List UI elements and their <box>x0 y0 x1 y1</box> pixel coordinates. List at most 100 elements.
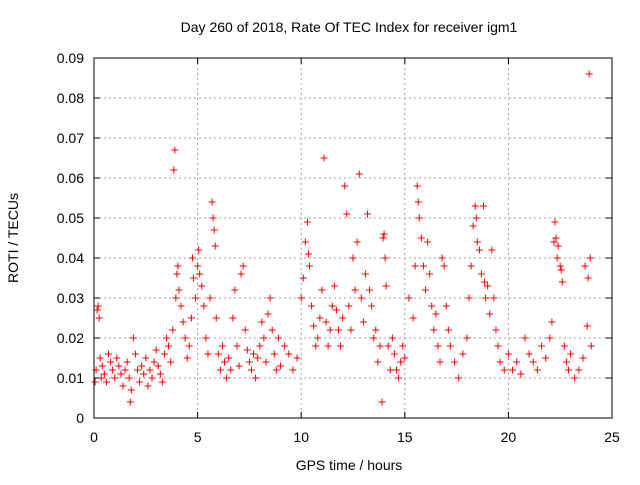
data-point <box>324 342 332 350</box>
data-point <box>185 342 193 350</box>
data-point <box>438 254 446 262</box>
data-point <box>293 354 301 362</box>
data-point <box>446 342 454 350</box>
data-point <box>405 294 413 302</box>
data-point <box>113 354 121 362</box>
data-point <box>442 302 450 310</box>
data-point <box>586 254 594 262</box>
data-point <box>138 362 146 370</box>
data-point <box>175 286 183 294</box>
data-point <box>174 262 182 270</box>
data-point <box>393 366 401 374</box>
data-point <box>529 358 537 366</box>
data-point <box>560 342 568 350</box>
data-point <box>556 262 564 270</box>
data-point <box>558 278 566 286</box>
data-point <box>490 294 498 302</box>
data-point <box>235 362 243 370</box>
data-point <box>587 342 595 350</box>
data-point <box>304 250 312 258</box>
data-point <box>374 358 382 366</box>
data-point <box>179 318 187 326</box>
data-point <box>297 294 305 302</box>
data-point <box>361 270 369 278</box>
data-point <box>422 286 430 294</box>
data-point <box>581 262 589 270</box>
data-point <box>301 238 309 246</box>
data-point <box>494 342 502 350</box>
data-point <box>252 374 260 382</box>
data-point <box>102 378 110 386</box>
data-point <box>349 254 357 262</box>
data-point <box>167 358 175 366</box>
data-point <box>314 334 322 342</box>
data-point <box>368 302 376 310</box>
data-point <box>557 266 565 274</box>
data-point <box>216 366 224 374</box>
axes: 0 5 10 15 20 25 0 0.01 0.02 0.03 0.04 0.05 0.06 0.07 0… <box>57 50 620 445</box>
data-point <box>463 334 471 342</box>
data-point <box>440 262 448 270</box>
data-point <box>237 270 245 278</box>
data-point <box>564 366 572 374</box>
data-point <box>428 302 436 310</box>
data-point <box>160 350 168 358</box>
data-point <box>154 362 162 370</box>
data-point <box>196 270 204 278</box>
data-point <box>266 294 274 302</box>
data-point <box>378 398 386 406</box>
data-point <box>285 350 293 358</box>
data-point <box>571 374 579 382</box>
plot-frame <box>93 57 613 419</box>
data-point <box>173 270 181 278</box>
data-point <box>337 342 345 350</box>
data-point <box>575 366 583 374</box>
data-point <box>305 262 313 270</box>
data-point <box>411 262 419 270</box>
y-tick-label: 0.02 <box>57 330 84 346</box>
data-point <box>364 210 372 218</box>
data-point <box>386 366 394 374</box>
data-point <box>150 358 158 366</box>
y-tick-label: 0.01 <box>57 370 84 386</box>
data-point <box>554 242 562 250</box>
data-point <box>552 234 560 242</box>
data-point <box>144 382 152 390</box>
data-point <box>258 318 266 326</box>
data-point <box>475 246 483 254</box>
data-point <box>250 350 258 358</box>
data-point <box>209 214 217 222</box>
data-point <box>426 270 434 278</box>
data-point <box>521 334 529 342</box>
data-point <box>121 366 129 374</box>
data-point <box>281 342 289 350</box>
data-point <box>100 370 108 378</box>
data-point <box>206 294 214 302</box>
data-points <box>91 70 595 406</box>
data-point <box>208 198 216 206</box>
data-point <box>444 326 452 334</box>
data-point <box>359 318 367 326</box>
data-point <box>384 342 392 350</box>
data-point <box>500 366 508 374</box>
data-point <box>158 378 166 386</box>
data-point <box>345 302 353 310</box>
data-point <box>395 374 403 382</box>
data-point <box>322 318 330 326</box>
y-tick-label: 0 <box>76 410 84 426</box>
data-point <box>546 334 554 342</box>
data-point <box>477 270 485 278</box>
data-point <box>341 182 349 190</box>
data-point <box>347 326 355 334</box>
data-point <box>98 362 106 370</box>
data-point <box>93 306 101 314</box>
data-point <box>417 234 425 242</box>
data-point <box>211 242 219 250</box>
data-point <box>509 366 517 374</box>
data-point <box>366 286 374 294</box>
x-tick-label: 0 <box>90 429 98 445</box>
data-point <box>370 334 378 342</box>
data-point <box>94 302 102 310</box>
data-point <box>332 306 340 314</box>
